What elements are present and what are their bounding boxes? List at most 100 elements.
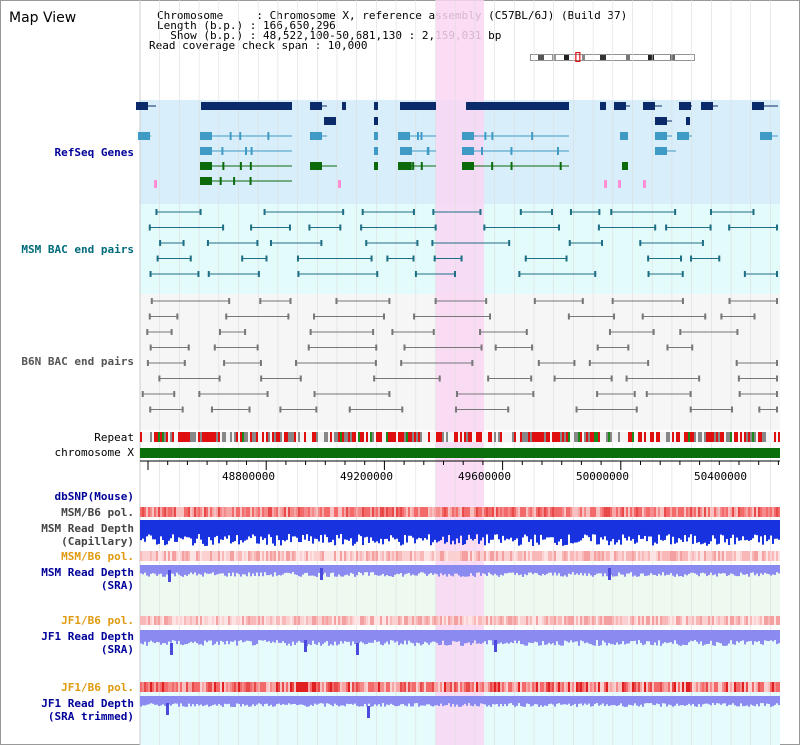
repeat-mark <box>664 432 666 442</box>
msm-read-depth-sra-label[interactable]: MSM Read Depth (SRA) <box>41 566 134 592</box>
repeat-mark <box>678 432 680 442</box>
msm-b6-pol-sra-mark <box>648 551 650 561</box>
msm-b6-pol-sra-mark <box>368 551 370 561</box>
jf1-read-depth-trimmed-label[interactable]: JF1 Read Depth (SRA trimmed) <box>41 697 134 723</box>
jf1-sra-depth-bar <box>208 630 210 641</box>
b6n-bac-pair-end <box>141 391 144 397</box>
msm-sra-depth-bar <box>344 565 346 576</box>
jf1-trimmed-depth-bar <box>720 696 722 705</box>
msm-capillary-depth-bar <box>716 520 718 545</box>
msm-b6-pol-sra-mark <box>314 551 316 561</box>
jf1-sra-depth-bar <box>380 630 382 645</box>
repeat-mark <box>578 432 580 442</box>
msm-b6-pol-sra-mark <box>514 551 516 561</box>
b6n-bac-label[interactable]: B6N BAC end pairs <box>21 355 134 368</box>
repeat-mark <box>540 432 542 442</box>
msm-capillary-depth-bar <box>624 520 626 539</box>
msm-read-depth-capillary-label[interactable]: MSM Read Depth (Capillary) <box>41 522 134 548</box>
jf1-sra-depth-bar <box>576 630 578 642</box>
jf1-b6-pol-trim-mark <box>578 682 580 692</box>
msm-b6-pol-mark <box>688 507 690 517</box>
jf1-read-depth-sra-label[interactable]: JF1 Read Depth (SRA) <box>41 630 134 656</box>
jf1-b6-pol-trim-mark <box>530 682 532 692</box>
msm-b6-pol-sra-mark <box>324 551 326 561</box>
jf1-b6-pol-trim-mark <box>484 682 486 692</box>
jf1-b6-pol-mark <box>634 616 636 625</box>
repeat-mark <box>642 432 644 442</box>
msm-bac-label[interactable]: MSM BAC end pairs <box>21 243 134 256</box>
jf1-b6-pol-mark <box>494 616 496 625</box>
jf1-b6-pol-label-1[interactable]: JF1/B6 pol. <box>61 614 134 627</box>
jf1-trimmed-depth-bar <box>470 696 472 706</box>
gene-exon <box>480 147 483 155</box>
jf1-sra-depth-bar <box>366 630 368 645</box>
msm-b6-pol-mark <box>456 507 458 517</box>
jf1-sra-depth-bar <box>166 630 168 645</box>
msm-bac-pair-end <box>647 271 650 277</box>
msm-bac-pair-end <box>569 209 572 215</box>
jf1-trimmed-depth-bar <box>606 696 608 705</box>
msm-sra-depth-bar <box>446 565 448 577</box>
msm-b6-pol-mark <box>616 507 618 517</box>
jf1-b6-pol-trim-mark <box>382 682 384 692</box>
refseq-genes-label[interactable]: RefSeq Genes <box>54 146 134 159</box>
msm-sra-depth-bar <box>774 565 776 575</box>
repeat-mark <box>538 432 540 442</box>
jf1-sra-depth-bar <box>176 630 178 645</box>
jf1-b6-pol-trim-mark <box>474 682 476 692</box>
msm-b6-pol-mark <box>144 507 146 517</box>
msm-b6-pol-sra-mark <box>342 551 344 561</box>
jf1-trimmed-depth-bar <box>574 696 576 704</box>
msm-b6-pol-mark <box>244 507 246 517</box>
jf1-trimmed-depth-bar <box>226 696 228 705</box>
msm-sra-depth-bar <box>464 565 466 577</box>
msm-sra-depth-bar <box>294 565 296 575</box>
msm-capillary-depth-bar <box>486 520 488 535</box>
msm-b6-pol-sra-mark <box>682 551 684 561</box>
jf1-b6-pol-trim-mark <box>302 682 304 692</box>
msm-bac-pair-end <box>594 271 597 277</box>
repeat-mark <box>776 432 778 442</box>
b6n-bac-pair-end <box>471 360 474 366</box>
msm-capillary-depth-bar <box>232 520 234 543</box>
msm-sra-depth-bar <box>578 565 580 575</box>
repeat-mark <box>656 432 658 442</box>
repeat-mark <box>148 432 150 442</box>
msm-b6-pol-label-2[interactable]: MSM/B6 pol. <box>61 550 134 563</box>
msm-b6-pol-sra-mark <box>200 551 202 561</box>
jf1-b6-pol-mark <box>598 616 600 625</box>
msm-b6-pol-sra-mark <box>676 551 678 561</box>
jf1-b6-pol-mark <box>686 616 688 625</box>
msm-b6-pol-mark <box>176 507 178 517</box>
msm-b6-pol-mark <box>660 507 662 517</box>
msm-b6-pol-sra-mark <box>214 551 216 561</box>
msm-sra-depth-bar <box>182 565 184 577</box>
dbsnp-label[interactable]: dbSNP(Mouse) <box>54 490 134 503</box>
jf1-sra-depth-bar <box>572 630 574 643</box>
msm-b6-pol-sra-mark <box>290 551 292 561</box>
msm-sra-depth-bar <box>702 565 704 573</box>
jf1-sra-depth-bar <box>396 630 398 642</box>
msm-sra-depth-bar <box>234 565 236 577</box>
jf1-trimmed-depth-bar <box>518 696 520 704</box>
jf1-b6-pol-label-2[interactable]: JF1/B6 pol. <box>61 681 134 694</box>
msm-b6-pol-mark <box>198 507 200 517</box>
msm-b6-pol-mark <box>246 507 248 517</box>
jf1-sra-depth-bar <box>748 630 750 642</box>
msm-capillary-depth-bar <box>172 520 174 535</box>
jf1-sra-depth-bar <box>586 630 588 643</box>
msm-b6-pol-sra-mark <box>686 551 688 561</box>
jf1-b6-pol-trim-mark <box>260 682 262 692</box>
msm-b6-pol-label-1[interactable]: MSM/B6 pol. <box>61 506 134 519</box>
msm-bac-pair-end <box>718 255 721 262</box>
jf1-b6-pol-trim-mark <box>706 682 708 692</box>
depth-spike <box>320 568 323 580</box>
jf1-b6-pol-trim-mark <box>282 682 284 692</box>
repeat-mark <box>638 432 640 442</box>
jf1-b6-pol-trim-mark <box>216 682 218 692</box>
msm-bac-pair-end <box>182 240 185 246</box>
jf1-b6-pol-mark <box>534 616 536 625</box>
repeat-mark <box>744 432 746 442</box>
msm-sra-depth-bar <box>706 565 708 577</box>
